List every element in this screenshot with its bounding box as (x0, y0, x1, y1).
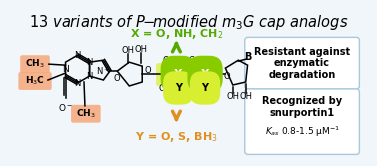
Text: X: X (174, 69, 182, 79)
Text: O: O (144, 66, 151, 75)
Text: H$_3$C: H$_3$C (25, 75, 45, 87)
Text: O$^-$: O$^-$ (158, 83, 172, 93)
Text: N: N (86, 58, 93, 67)
Text: OH: OH (226, 92, 239, 101)
Text: N: N (62, 65, 69, 74)
Text: Y = O, S, BH$_3$: Y = O, S, BH$_3$ (135, 130, 218, 144)
FancyBboxPatch shape (245, 37, 359, 89)
Text: Resistant against
enzymatic
degradation: Resistant against enzymatic degradation (254, 47, 350, 80)
Text: X: X (201, 69, 209, 79)
Text: O: O (162, 56, 169, 65)
FancyBboxPatch shape (71, 105, 101, 123)
Text: B: B (244, 52, 251, 62)
Text: Y: Y (202, 83, 208, 93)
Text: CH$_3$: CH$_3$ (25, 58, 45, 70)
FancyBboxPatch shape (156, 63, 210, 86)
Text: P: P (188, 69, 196, 79)
Text: Recognized by
snurportin1: Recognized by snurportin1 (262, 96, 342, 118)
Text: O: O (189, 56, 195, 65)
Text: Y: Y (175, 83, 182, 93)
Text: O$^-$: O$^-$ (58, 102, 73, 113)
Text: OH: OH (122, 46, 135, 55)
Text: O: O (224, 72, 231, 81)
FancyBboxPatch shape (245, 89, 359, 154)
Text: O: O (114, 74, 121, 83)
Text: N: N (74, 51, 81, 60)
Text: O: O (215, 70, 221, 79)
Text: OH: OH (239, 92, 252, 101)
Text: CH$_3$: CH$_3$ (76, 108, 96, 120)
Text: X = O, NH, CH$_2$: X = O, NH, CH$_2$ (130, 27, 223, 42)
Text: OH: OH (135, 45, 148, 54)
Text: $K_{as}$ 0.8-1.5 μM$^{-1}$: $K_{as}$ 0.8-1.5 μM$^{-1}$ (265, 124, 340, 139)
FancyBboxPatch shape (18, 72, 52, 90)
Text: N: N (86, 72, 93, 81)
Text: N$^+$: N$^+$ (97, 65, 110, 77)
Text: $\mathbf{\it{13\ variants\ of\ P\!\!-\!\!modified\ m_3G\ cap\ analogs}}$: $\mathbf{\it{13\ variants\ of\ P\!\!-\!\… (29, 13, 348, 32)
FancyBboxPatch shape (20, 55, 50, 73)
Text: P: P (161, 69, 169, 79)
Text: N: N (74, 79, 81, 87)
FancyBboxPatch shape (13, 0, 365, 166)
